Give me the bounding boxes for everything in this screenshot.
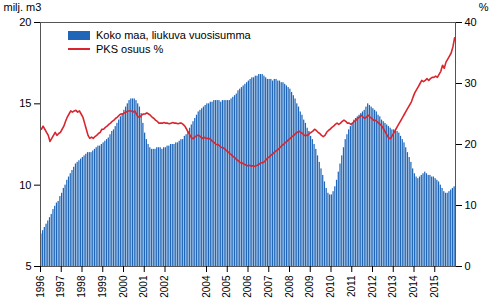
svg-text:2005: 2005 bbox=[221, 275, 232, 298]
svg-text:10: 10 bbox=[19, 179, 31, 191]
svg-text:2002: 2002 bbox=[159, 275, 170, 298]
svg-text:30: 30 bbox=[465, 77, 477, 89]
html-text:Koko maa, liukuva vuosisumma: Koko maa, liukuva vuosisumma bbox=[96, 29, 251, 41]
svg-text:2001: 2001 bbox=[138, 275, 149, 298]
svg-text:2000: 2000 bbox=[118, 275, 129, 298]
svg-text:2012: 2012 bbox=[367, 275, 378, 298]
svg-text:2008: 2008 bbox=[284, 275, 295, 298]
svg-text:1998: 1998 bbox=[76, 275, 87, 298]
svg-text:2013: 2013 bbox=[387, 275, 398, 298]
svg-text:2015: 2015 bbox=[429, 275, 440, 298]
svg-text:%: % bbox=[479, 1, 489, 13]
svg-text:15: 15 bbox=[19, 97, 31, 109]
svg-text:40: 40 bbox=[465, 16, 477, 28]
svg-text:5: 5 bbox=[25, 260, 31, 272]
svg-text:2010: 2010 bbox=[325, 275, 336, 298]
svg-text:2009: 2009 bbox=[304, 275, 315, 298]
svg-text:2006: 2006 bbox=[242, 275, 253, 298]
svg-text:0: 0 bbox=[465, 260, 471, 272]
svg-text:2004: 2004 bbox=[201, 275, 212, 298]
html-text:PKS osuus %: PKS osuus % bbox=[96, 43, 164, 55]
svg-text:milj. m3: milj. m3 bbox=[4, 1, 42, 13]
svg-text:20: 20 bbox=[19, 16, 31, 28]
svg-text:20: 20 bbox=[465, 138, 477, 150]
svg-text:2011: 2011 bbox=[346, 275, 357, 297]
svg-text:1999: 1999 bbox=[97, 275, 108, 298]
svg-text:2007: 2007 bbox=[263, 275, 274, 298]
svg-text:1996: 1996 bbox=[35, 275, 46, 298]
svg-text:1997: 1997 bbox=[55, 275, 66, 298]
svg-text:10: 10 bbox=[465, 199, 477, 211]
svg-text:2014: 2014 bbox=[408, 275, 419, 298]
